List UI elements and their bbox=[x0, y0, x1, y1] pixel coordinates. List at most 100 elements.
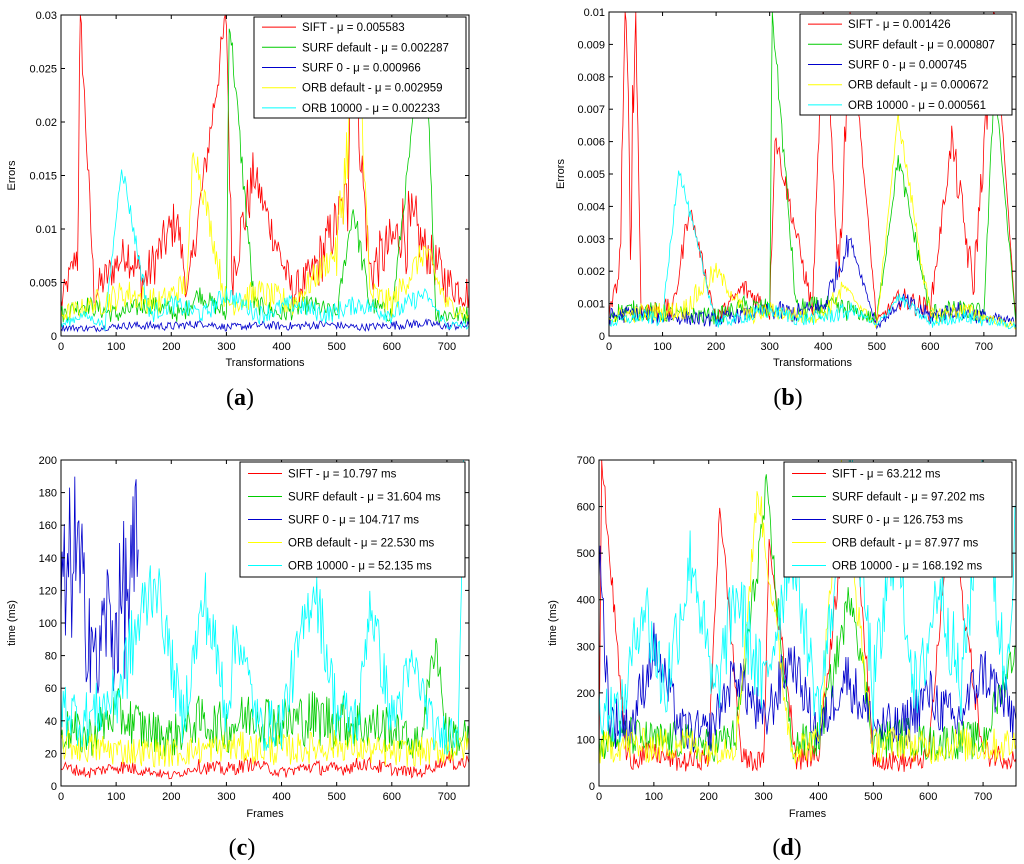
y-tick-label: 60 bbox=[45, 683, 57, 695]
panel-caption: (b) bbox=[773, 385, 802, 411]
x-tick-label: 100 bbox=[107, 341, 125, 353]
legend-entry: ORB default - μ = 22.530 ms bbox=[288, 538, 435, 550]
x-axis-label: Transformations bbox=[225, 357, 305, 369]
y-tick-label: 100 bbox=[39, 618, 57, 630]
y-tick-label: 0.005 bbox=[29, 278, 57, 290]
y-tick-label: 80 bbox=[45, 651, 57, 663]
legend-entry: SIFT - μ = 0.005583 bbox=[302, 22, 405, 34]
series-line-3 bbox=[599, 545, 1016, 757]
series-line-4 bbox=[609, 111, 1016, 330]
y-axis-label: time (ms) bbox=[547, 600, 559, 646]
y-tick-label: 180 bbox=[39, 488, 57, 500]
x-tick-label: 500 bbox=[868, 341, 886, 353]
axes-frame bbox=[598, 459, 1017, 787]
plot-area bbox=[61, 460, 469, 780]
y-tick-label: 600 bbox=[577, 502, 595, 514]
y-tick-label: 0.03 bbox=[36, 10, 57, 22]
legend: SIFT - μ = 0.001426 SURF default - μ = 0.… bbox=[799, 13, 1013, 116]
panel-caption: (d) bbox=[772, 835, 801, 861]
series-line-2 bbox=[61, 22, 469, 324]
x-tick-label: 700 bbox=[438, 341, 456, 353]
legend-entry: SURF default - μ = 0.000807 bbox=[848, 39, 995, 51]
chart-panel-d: 0 100 200 300 400 500 600 700 0 100 200 300 400 500 60… bbox=[547, 455, 1017, 861]
series-line-4 bbox=[61, 729, 469, 768]
legend: SIFT - μ = 0.005583 SURF default - μ = 0.… bbox=[253, 16, 467, 119]
chart-panel-c: 0 100 200 300 400 500 600 700 0 20 40 60 80 100 120 140… bbox=[6, 455, 470, 861]
x-tick-label: 400 bbox=[272, 791, 290, 803]
x-tick-label: 0 bbox=[58, 341, 64, 353]
y-tick-label: 200 bbox=[39, 455, 57, 467]
plot-area bbox=[609, 12, 1016, 330]
x-tick-label: 600 bbox=[383, 791, 401, 803]
y-tick-label: 0.009 bbox=[577, 39, 605, 51]
y-axis-label: Errors bbox=[555, 159, 567, 189]
y-tick-label: 0 bbox=[51, 781, 57, 793]
y-tick-label: 0.001 bbox=[577, 299, 605, 311]
y-tick-label: 0.006 bbox=[577, 137, 605, 149]
x-tick-label: 100 bbox=[653, 341, 671, 353]
plot-area bbox=[61, 15, 469, 333]
y-tick-label: 0.004 bbox=[577, 201, 605, 213]
legend: SIFT - μ = 10.797 ms SURF default - μ = 3… bbox=[239, 461, 466, 578]
series-line-1 bbox=[61, 15, 469, 310]
legend-entry: SURF 0 - μ = 126.753 ms bbox=[832, 515, 963, 527]
x-tick-label: 300 bbox=[754, 791, 772, 803]
y-tick-label: 0.015 bbox=[29, 171, 57, 183]
x-tick-label: 500 bbox=[864, 791, 882, 803]
series-line-3 bbox=[61, 476, 139, 694]
legend: SIFT - μ = 63.212 ms SURF default - μ = 9… bbox=[783, 461, 1013, 578]
y-tick-label: 200 bbox=[577, 688, 595, 700]
x-tick-label: 400 bbox=[809, 791, 827, 803]
x-tick-label: 200 bbox=[162, 791, 180, 803]
chart-panel-b: 0 100 200 300 400 500 600 700 0 0.001 0.002 0.003 0.… bbox=[555, 7, 1017, 411]
y-tick-label: 160 bbox=[39, 520, 57, 532]
series-line-3 bbox=[61, 318, 469, 333]
x-tick-label: 700 bbox=[974, 791, 992, 803]
x-axis-label: Transformations bbox=[773, 357, 853, 369]
series-line-2 bbox=[61, 638, 469, 759]
y-tick-label: 400 bbox=[577, 595, 595, 607]
y-tick-label: 500 bbox=[577, 548, 595, 560]
x-tick-label: 300 bbox=[217, 791, 235, 803]
x-tick-label: 400 bbox=[272, 341, 290, 353]
y-tick-label: 0.008 bbox=[577, 72, 605, 84]
x-tick-label: 400 bbox=[814, 341, 832, 353]
legend-entry: SURF default - μ = 97.202 ms bbox=[832, 492, 985, 504]
y-tick-label: 20 bbox=[45, 748, 57, 760]
series-line-5 bbox=[61, 169, 469, 332]
legend-entry: ORB 10000 - μ = 52.135 ms bbox=[288, 561, 432, 573]
y-tick-label: 0.02 bbox=[36, 117, 57, 129]
x-tick-label: 0 bbox=[58, 791, 64, 803]
y-axis-label: time (ms) bbox=[6, 600, 18, 646]
series-line-5 bbox=[61, 460, 464, 755]
x-axis-label: Frames bbox=[789, 808, 827, 820]
legend-entry: ORB default - μ = 0.002959 bbox=[302, 83, 443, 95]
y-tick-label: 300 bbox=[577, 641, 595, 653]
x-tick-label: 600 bbox=[383, 341, 401, 353]
legend-entry: SIFT - μ = 63.212 ms bbox=[832, 469, 941, 481]
legend-entry: SIFT - μ = 0.001426 bbox=[848, 19, 951, 31]
legend-entry: ORB 10000 - μ = 168.192 ms bbox=[832, 561, 982, 573]
series-line-5 bbox=[599, 460, 1016, 743]
x-tick-label: 500 bbox=[327, 341, 345, 353]
x-axis-label: Frames bbox=[246, 808, 284, 820]
legend-entry: ORB 10000 - μ = 0.000561 bbox=[848, 100, 986, 112]
x-tick-label: 600 bbox=[921, 341, 939, 353]
legend-entry: SURF default - μ = 31.604 ms bbox=[288, 492, 441, 504]
series-line-5 bbox=[609, 170, 1016, 330]
legend-entry: ORB default - μ = 0.000672 bbox=[848, 80, 989, 92]
y-tick-label: 100 bbox=[577, 734, 595, 746]
y-tick-label: 120 bbox=[39, 585, 57, 597]
y-tick-label: 0.002 bbox=[577, 266, 605, 278]
series-line-1 bbox=[609, 12, 1016, 327]
y-tick-label: 0.01 bbox=[584, 7, 605, 19]
x-tick-label: 0 bbox=[606, 341, 612, 353]
legend-entry: SURF 0 - μ = 0.000966 bbox=[302, 63, 421, 75]
panel-caption: (c) bbox=[229, 835, 256, 861]
y-tick-label: 0.01 bbox=[36, 224, 57, 236]
x-tick-label: 0 bbox=[596, 791, 602, 803]
series-line-4 bbox=[61, 26, 469, 320]
y-tick-label: 0.005 bbox=[577, 169, 605, 181]
panel-caption: (a) bbox=[226, 385, 254, 411]
